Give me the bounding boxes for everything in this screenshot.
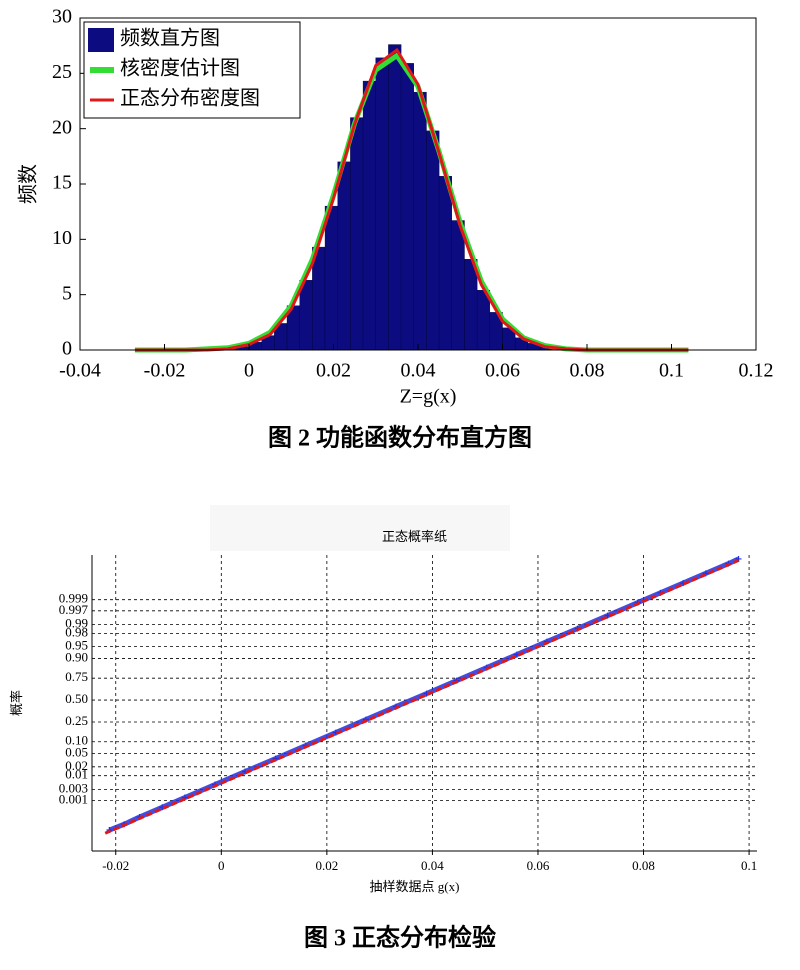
x-tick-label: 0.06 (485, 360, 520, 382)
x-tick-label: 0.02 (316, 360, 351, 382)
y-tick-label: 0.997 (59, 602, 89, 617)
legend-label: 正态分布密度图 (120, 87, 260, 110)
histogram-bar (362, 80, 376, 351)
y-tick-label: 10 (52, 227, 72, 249)
figure-caption: 图 3 正态分布检验 (304, 924, 496, 952)
y-tick-label: 0.003 (59, 780, 88, 795)
chart-title: 正态概率纸 (382, 529, 447, 544)
y-tick-label: 0.10 (65, 733, 88, 748)
x-tick-label: 0.06 (527, 858, 550, 873)
legend-patch (88, 28, 114, 52)
y-axis-label: 频数 (17, 164, 40, 204)
histogram-bar (350, 117, 364, 351)
y-tick-label: 0.999 (59, 591, 88, 606)
y-tick-label: 20 (52, 116, 72, 138)
x-tick-label: 0.1 (741, 858, 757, 873)
y-tick-label: 0.05 (65, 745, 88, 760)
y-axis-label: 概率 (9, 690, 24, 716)
y-tick-label: 0.99 (65, 615, 88, 630)
y-tick-label: 0 (62, 338, 72, 360)
histogram-bar (464, 259, 478, 351)
x-tick-label: 0 (244, 360, 254, 382)
histogram-bar (337, 161, 351, 351)
histogram-bar (388, 44, 402, 351)
y-tick-label: 15 (52, 172, 72, 194)
x-tick-label: -0.04 (59, 360, 101, 382)
x-tick-label: 0.1 (659, 360, 684, 382)
y-tick-label: 0.75 (65, 669, 88, 684)
figure-caption: 图 2 功能函数分布直方图 (268, 424, 532, 452)
x-tick-label: 0.12 (739, 360, 774, 382)
histogram-bar (451, 220, 465, 351)
legend-label: 核密度估计图 (120, 57, 240, 80)
histogram-bar (299, 280, 313, 351)
y-tick-label: 0.02 (65, 758, 88, 773)
y-tick-label: 0.001 (59, 791, 88, 806)
x-tick-label: 0.04 (401, 360, 436, 382)
histogram-bar (400, 63, 414, 351)
y-tick-label: 25 (52, 61, 72, 83)
x-tick-label: -0.02 (144, 360, 186, 382)
y-tick-label: 5 (62, 282, 72, 304)
title-backdrop (210, 505, 510, 551)
histogram-bar (426, 130, 440, 351)
histogram-bar (438, 176, 453, 351)
point-trace (636, 590, 662, 605)
legend-label: 频数直方图 (120, 27, 220, 50)
y-tick-label: 0.98 (65, 624, 88, 639)
x-tick-label: -0.02 (102, 858, 129, 873)
legend-box (83, 21, 301, 119)
histogram-bar (324, 205, 338, 351)
histogram-bar (476, 290, 491, 351)
x-tick-label: 0.08 (570, 360, 605, 382)
histogram-bar (375, 57, 389, 351)
x-tick-label: 0.02 (315, 858, 338, 873)
y-tick-label: 0.01 (65, 767, 88, 782)
x-tick-label: 0 (218, 858, 225, 873)
y-tick-label: 0.90 (65, 649, 88, 664)
y-tick-label: 0.95 (65, 638, 88, 653)
y-tick-label: 0.50 (65, 691, 88, 706)
reference-line (104, 558, 740, 835)
y-tick-label: 0.25 (65, 713, 88, 728)
x-axis-label: 抽样数据点 g(x) (370, 879, 460, 894)
x-axis-label: Z=g(x) (400, 386, 457, 408)
x-tick-label: 0.08 (632, 858, 655, 873)
y-tick-label: 30 (52, 6, 72, 28)
histogram-bar (413, 91, 427, 351)
x-tick-label: 0.04 (421, 858, 444, 873)
